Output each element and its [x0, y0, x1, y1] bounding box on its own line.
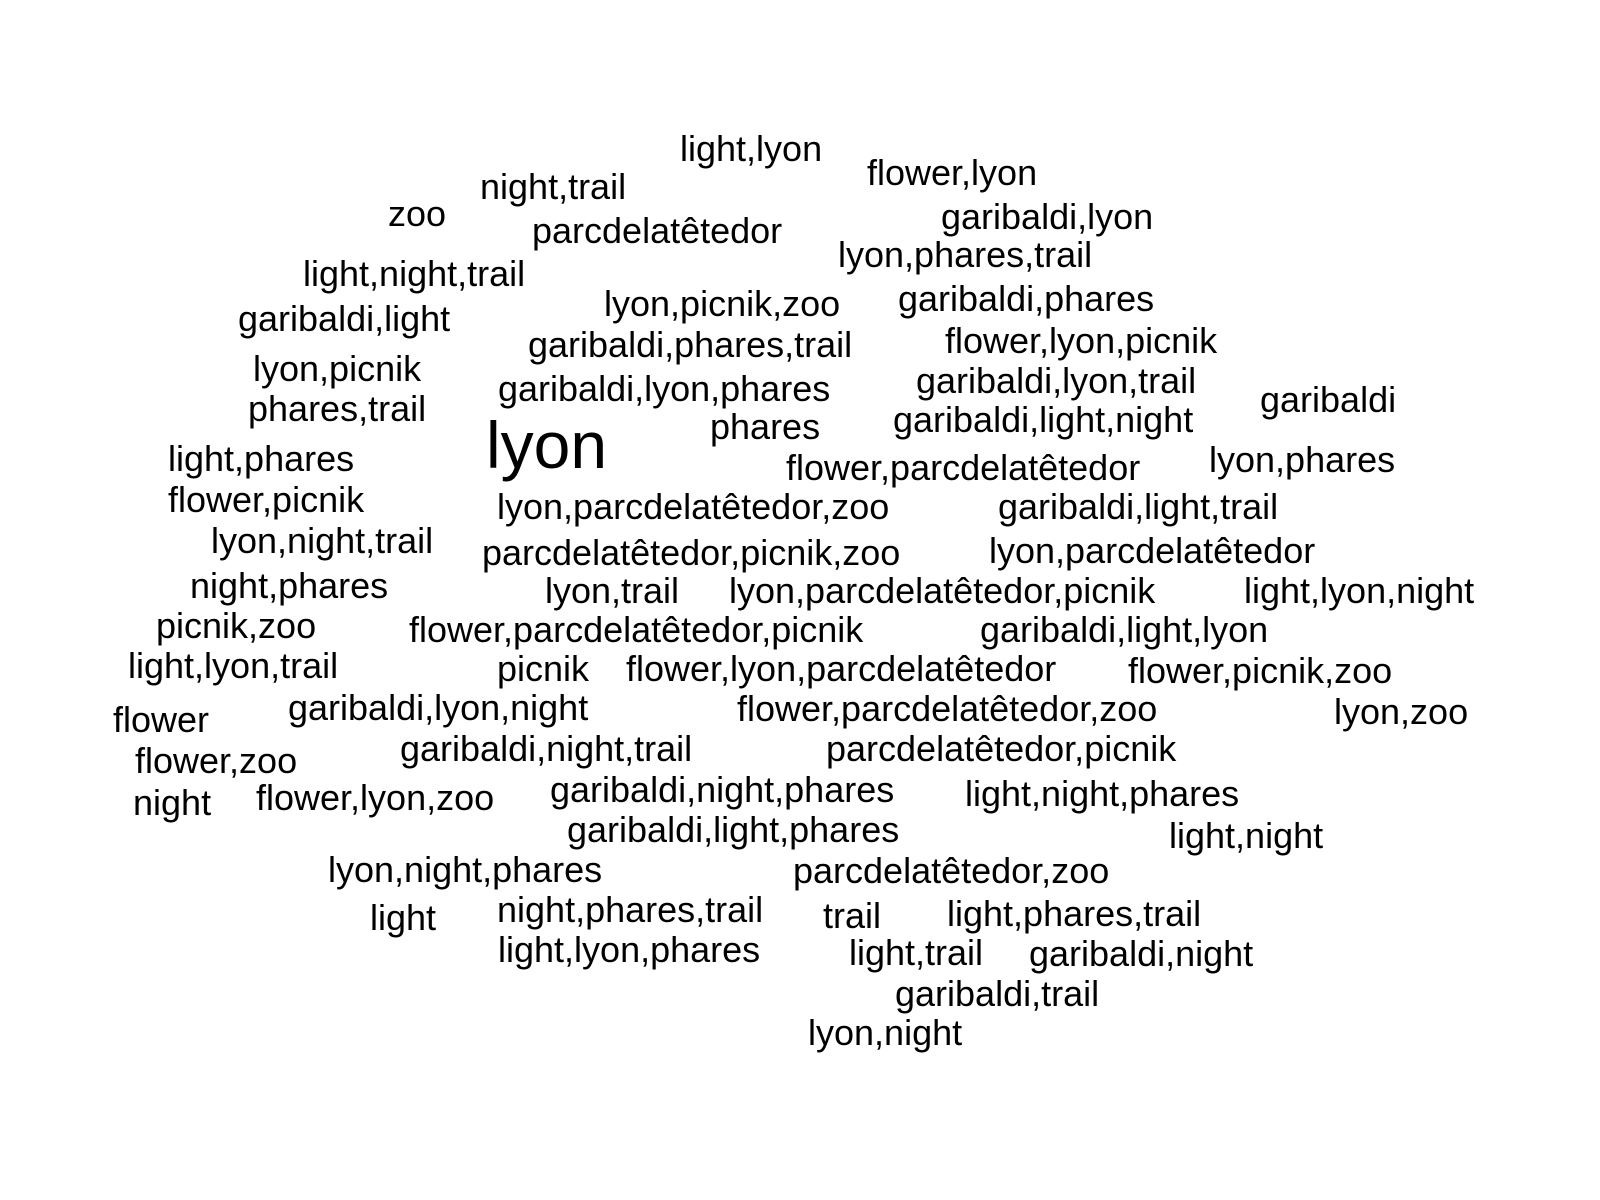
- word: parcdelatêtedor,zoo: [793, 850, 1110, 891]
- word: garibaldi,trail: [895, 973, 1100, 1014]
- word: night,phares,trail: [497, 889, 764, 930]
- word: garibaldi,light,phares: [567, 809, 900, 850]
- word: picnik,zoo: [156, 605, 317, 646]
- word: garibaldi,phares: [898, 278, 1155, 319]
- word: light,lyon,phares: [498, 929, 761, 970]
- word: garibaldi,night: [1029, 933, 1254, 974]
- word: garibaldi,light,night: [893, 399, 1194, 440]
- word: light,phares,trail: [947, 893, 1202, 934]
- word: parcdelatêtedor: [532, 210, 783, 251]
- word: light,lyon,trail: [128, 645, 339, 686]
- word: garibaldi,lyon,trail: [916, 360, 1197, 401]
- word: lyon,picnik: [253, 348, 422, 389]
- word: light,night,trail: [303, 253, 526, 294]
- word: picnik: [497, 648, 590, 689]
- word: light: [370, 897, 437, 938]
- word: lyon,picnik,zoo: [604, 283, 841, 324]
- word: garibaldi,light,trail: [998, 486, 1279, 527]
- word: lyon,night,trail: [211, 520, 434, 561]
- word: lyon,phares,trail: [838, 234, 1093, 275]
- word: flower,picnik,zoo: [1128, 650, 1393, 691]
- word: zoo: [388, 193, 447, 234]
- word: phares,trail: [248, 388, 427, 429]
- word: night,trail: [480, 166, 627, 207]
- word: flower,picnik: [168, 479, 365, 520]
- word: light,night: [1169, 815, 1324, 856]
- word: garibaldi,night,trail: [400, 728, 693, 769]
- word: flower,parcdelatêtedor,picnik: [409, 609, 864, 650]
- word: flower,zoo: [135, 740, 298, 781]
- word: night,phares: [190, 565, 389, 606]
- word: garibaldi,phares,trail: [528, 324, 853, 365]
- word: flower,lyon,parcdelatêtedor: [626, 648, 1057, 689]
- word: lyon,night,phares: [328, 849, 603, 890]
- word: garibaldi,lyon: [941, 196, 1154, 237]
- word: flower,lyon: [867, 152, 1038, 193]
- word: light,lyon,night: [1244, 570, 1475, 611]
- word: flower,parcdelatêtedor: [786, 447, 1141, 488]
- word: lyon,parcdelatêtedor,picnik: [729, 570, 1156, 611]
- word: lyon,night: [808, 1012, 963, 1053]
- word: flower,lyon,picnik: [945, 320, 1218, 361]
- word: parcdelatêtedor,picnik,zoo: [482, 532, 901, 573]
- word: lyon,parcdelatêtedor: [989, 530, 1316, 571]
- word: light,night,phares: [965, 773, 1240, 814]
- word: flower,parcdelatêtedor,zoo: [737, 688, 1158, 729]
- word: trail: [823, 895, 882, 936]
- word: flower,lyon,zoo: [256, 777, 495, 818]
- word: light,trail: [849, 932, 984, 973]
- word: flower: [113, 699, 210, 740]
- word: phares: [710, 406, 821, 447]
- word: lyon,trail: [545, 570, 680, 611]
- word: garibaldi,night,phares: [550, 769, 895, 810]
- word: garibaldi,lyon,night: [288, 687, 589, 728]
- word: garibaldi,lyon,phares: [498, 368, 831, 409]
- word: light,phares: [168, 438, 355, 479]
- word: lyon,phares: [1209, 439, 1396, 480]
- word: lyon,parcdelatêtedor,zoo: [497, 486, 890, 527]
- word: garibaldi,light,lyon: [980, 609, 1269, 650]
- word: lyon,zoo: [1334, 691, 1469, 732]
- word: garibaldi: [1260, 379, 1397, 420]
- word: light,lyon: [680, 128, 823, 169]
- word-largest: lyon: [486, 408, 608, 482]
- word: garibaldi,light: [238, 298, 451, 339]
- word: parcdelatêtedor,picnik: [826, 728, 1177, 769]
- word: night: [133, 782, 212, 823]
